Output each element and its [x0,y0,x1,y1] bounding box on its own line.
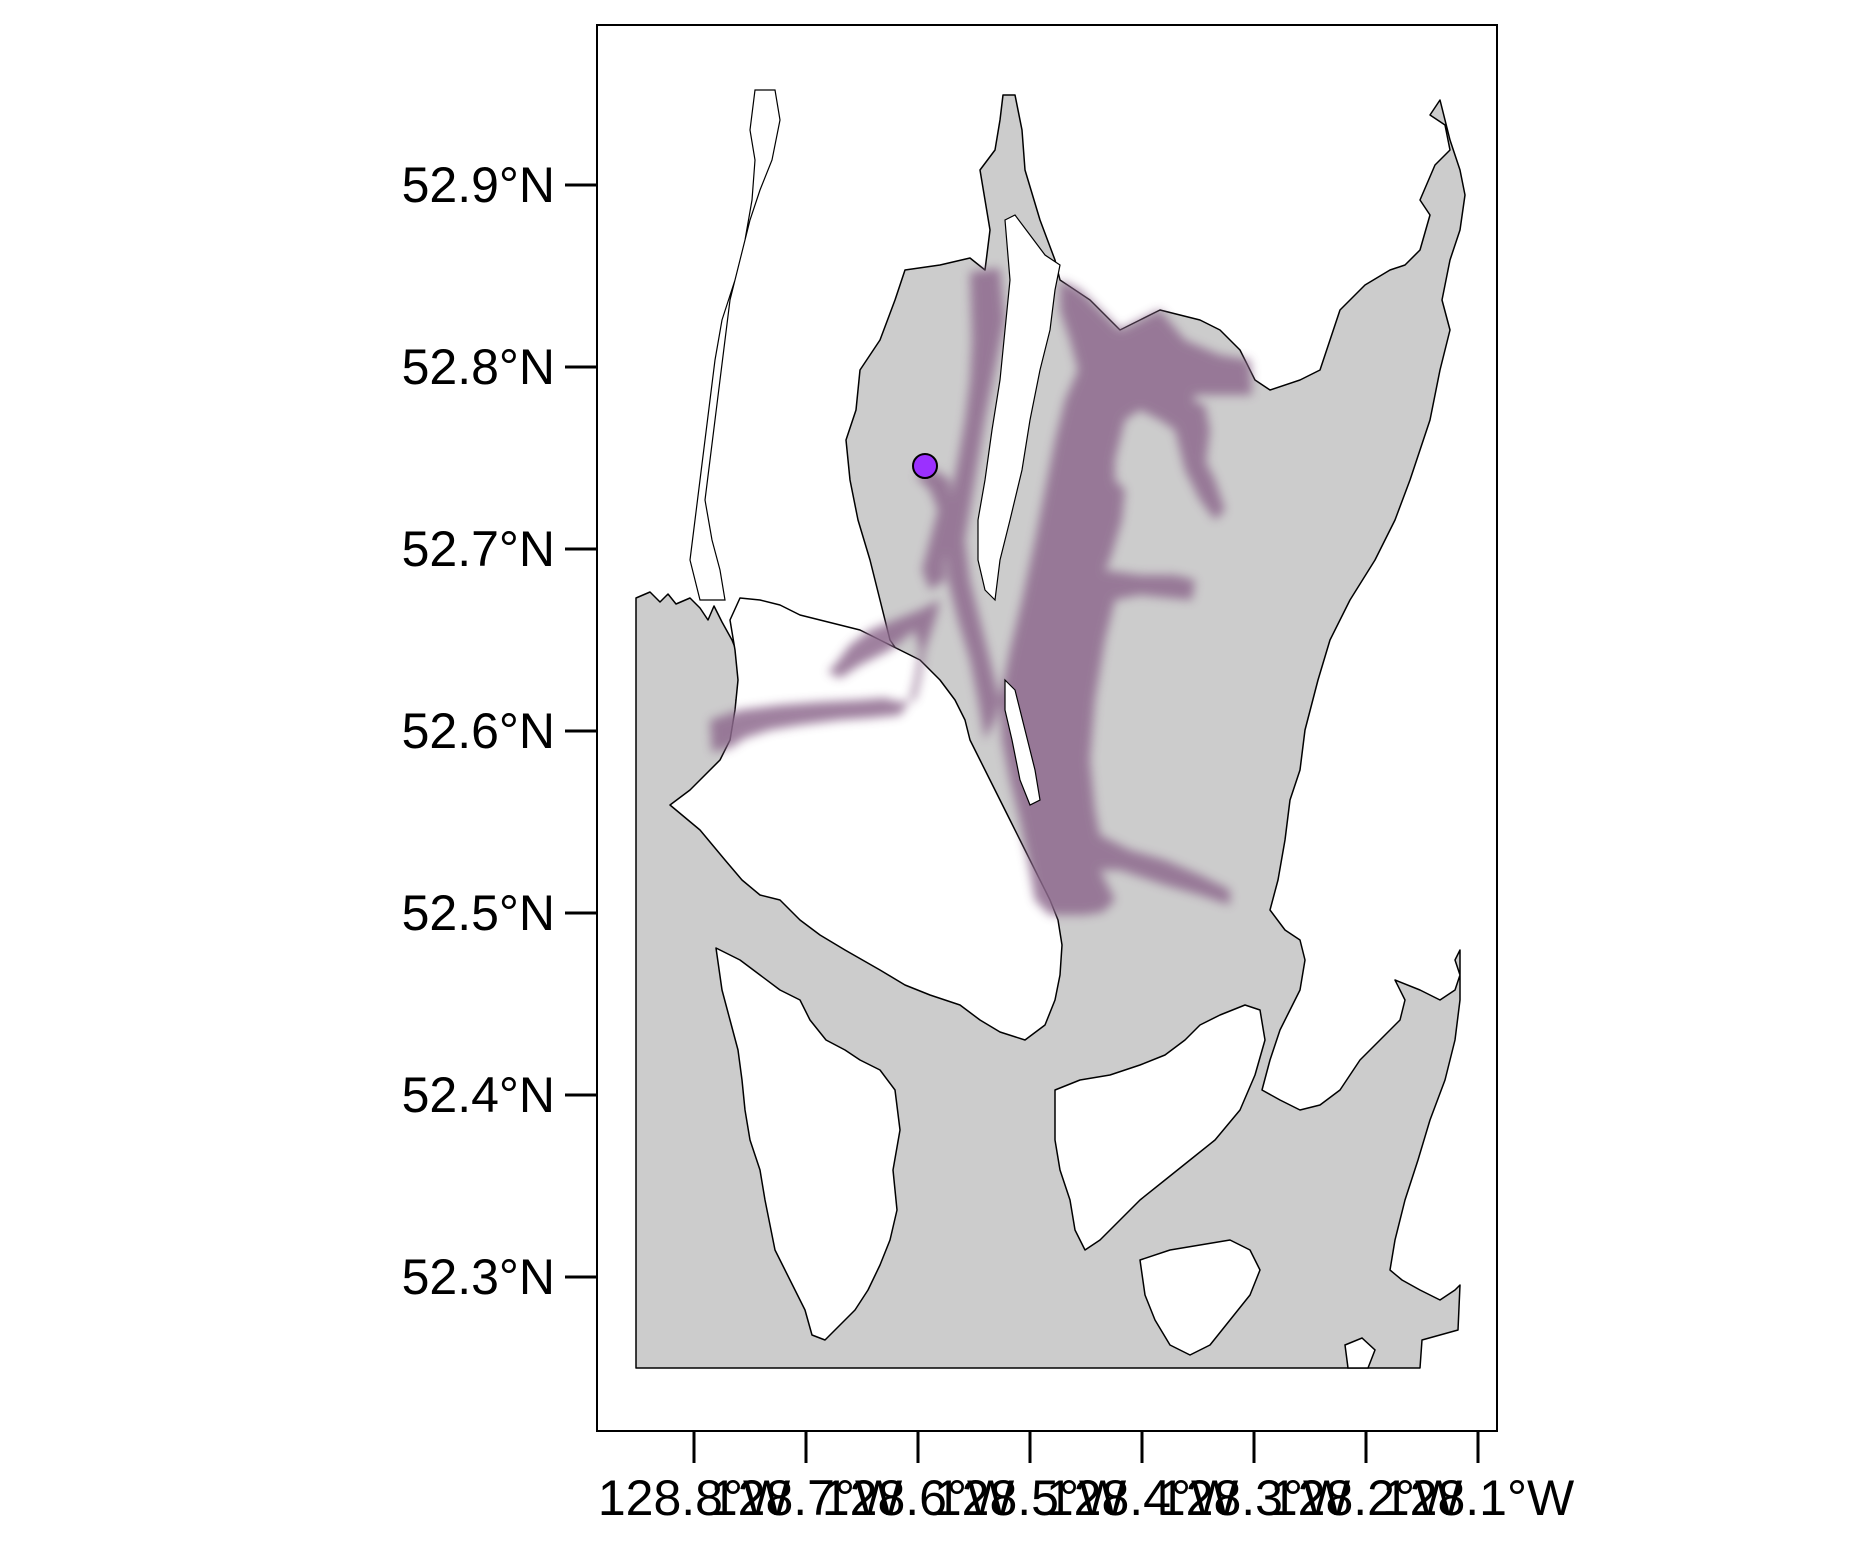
x-tick-label: 128.6°W [822,1470,1015,1526]
land-northwest [689,89,781,601]
x-tick-label: 128.5°W [934,1470,1127,1526]
land-island-channel-south [1004,678,1041,806]
x-tick-label: 128.8°W [598,1470,791,1526]
land-islet-south [1344,1337,1376,1369]
site-marker[interactable] [912,453,938,479]
land-island-bottom-east [1139,1239,1261,1356]
y-tick-label: 52.9°N [402,157,555,213]
y-tick-label: 52.5°N [402,885,555,941]
y-tick-label: 52.8°N [402,339,555,395]
x-tick-label: 128.1°W [1382,1470,1575,1526]
x-axis: 128.8°W 128.7°W 128.6°W 128.5°W 128.4°W … [598,1431,1575,1526]
x-tick-label: 128.3°W [1158,1470,1351,1526]
x-tick-label: 128.7°W [710,1470,903,1526]
x-tick-label: 128.4°W [1046,1470,1239,1526]
y-tick-label: 52.7°N [402,521,555,577]
land-island-southwest [715,947,901,1341]
y-tick-label: 52.3°N [402,1249,555,1305]
land-islands-southeast [1054,1004,1266,1251]
y-tick-label: 52.4°N [402,1067,555,1123]
y-axis: 52.9°N 52.8°N 52.7°N 52.6°N 52.5°N 52.4°… [402,157,597,1305]
highlight-channels [710,268,1252,915]
x-tick-label: 128.2°W [1270,1470,1463,1526]
land-island-channel-north [977,214,1061,602]
y-tick-label: 52.6°N [402,703,555,759]
